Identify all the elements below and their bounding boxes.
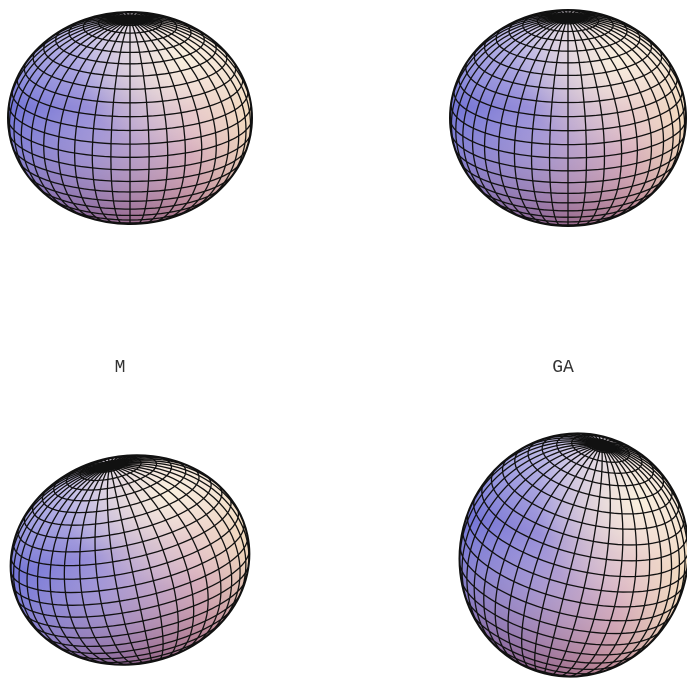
- ellipsoid-top-right: [449, 9, 687, 227]
- panel-label-ga: GA: [552, 358, 574, 378]
- ellipsoid-bottom-right: [458, 432, 687, 678]
- panel-label-m: M: [114, 358, 126, 378]
- ellipsoid-top-left: [7, 11, 253, 225]
- ellipsoid-bottom-left: [9, 454, 251, 666]
